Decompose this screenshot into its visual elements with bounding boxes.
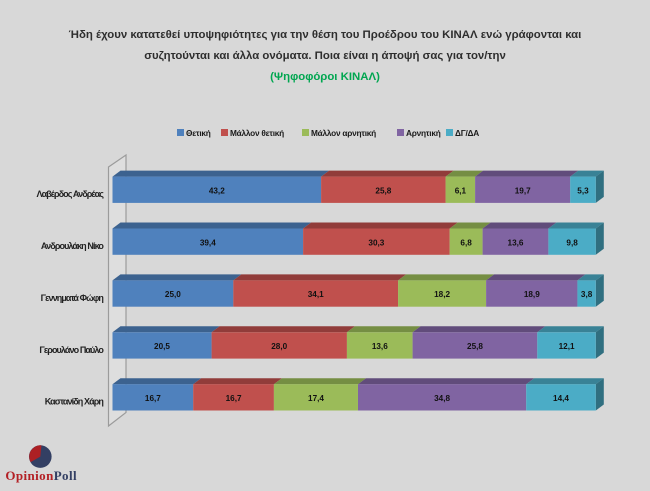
svg-text:OpinionPoll: OpinionPoll <box>5 468 77 483</box>
svg-text:19,7: 19,7 <box>515 186 531 195</box>
svg-text:28,0: 28,0 <box>271 342 287 351</box>
svg-text:6,8: 6,8 <box>460 238 472 247</box>
svg-text:Λαβέρδος Ανδρέας: Λαβέρδος Ανδρέας <box>36 189 104 199</box>
svg-text:3,8: 3,8 <box>581 290 593 299</box>
svg-text:13,6: 13,6 <box>508 238 524 247</box>
svg-text:25,8: 25,8 <box>467 342 483 351</box>
svg-text:34,1: 34,1 <box>308 290 324 299</box>
svg-text:16,7: 16,7 <box>226 394 242 403</box>
svg-text:Καστανίδη Χάρη: Καστανίδη Χάρη <box>45 397 104 407</box>
svg-text:39,4: 39,4 <box>200 238 216 247</box>
svg-text:6,1: 6,1 <box>455 186 467 195</box>
svg-text:30,3: 30,3 <box>368 238 384 247</box>
svg-text:17,4: 17,4 <box>308 394 324 403</box>
svg-text:Γεννηματά Φώφη: Γεννηματά Φώφη <box>41 293 104 303</box>
svg-text:12,1: 12,1 <box>559 342 575 351</box>
svg-text:34,8: 34,8 <box>434 394 450 403</box>
svg-text:25,8: 25,8 <box>375 186 391 195</box>
svg-text:20,5: 20,5 <box>154 342 170 351</box>
svg-text:18,9: 18,9 <box>524 290 540 299</box>
svg-text:13,6: 13,6 <box>372 342 388 351</box>
svg-text:14,4: 14,4 <box>553 394 569 403</box>
svg-text:25,0: 25,0 <box>165 290 181 299</box>
svg-text:18,2: 18,2 <box>434 290 450 299</box>
svg-text:5,3: 5,3 <box>577 186 589 195</box>
svg-text:16,7: 16,7 <box>145 394 161 403</box>
svg-text:Ανδρουλάκη Νίκο: Ανδρουλάκη Νίκο <box>41 241 104 251</box>
svg-text:43,2: 43,2 <box>209 186 225 195</box>
svg-text:9,8: 9,8 <box>566 238 578 247</box>
svg-text:Γερουλάνο Παύλο: Γερουλάνο Παύλο <box>39 345 104 355</box>
